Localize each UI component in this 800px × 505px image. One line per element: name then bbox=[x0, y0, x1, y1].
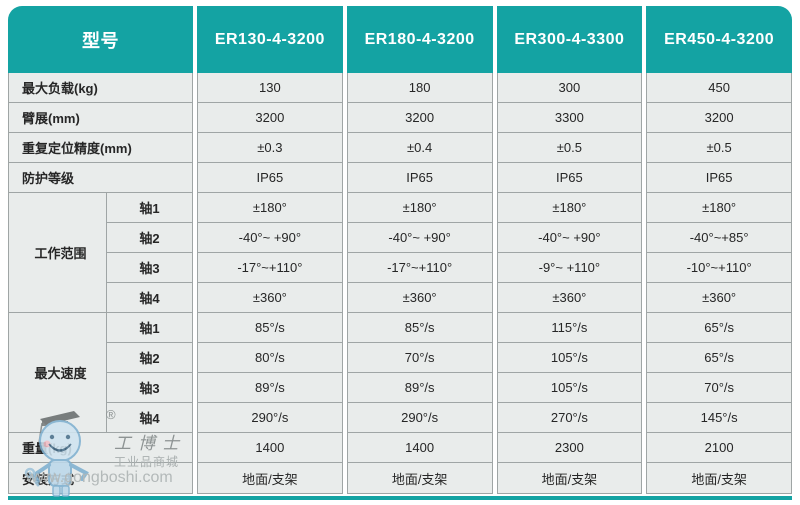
table-cell: 1400 bbox=[347, 433, 492, 463]
table-cell: -10°~+110° bbox=[647, 253, 791, 283]
table-cell: 145°/s bbox=[647, 403, 791, 433]
table-cell: ±180° bbox=[497, 193, 642, 223]
column-header: ER300-4-3300 bbox=[496, 6, 643, 73]
table-cell: ±0.5 bbox=[647, 133, 791, 163]
table-cell: 290°/s bbox=[198, 403, 342, 433]
label-column-body: 最大负载(kg) 臂展(mm) 重复定位精度(mm) 防护等级 工作范围 轴1 … bbox=[8, 73, 193, 494]
table-cell: -40°~ +90° bbox=[198, 223, 342, 253]
axis-label: 轴1 bbox=[106, 193, 192, 223]
table-cell: -9°~ +110° bbox=[497, 253, 642, 283]
spec-table: 型号 最大负载(kg) 臂展(mm) 重复定位精度(mm) 防护等级 工作范围 … bbox=[8, 6, 792, 494]
table-cell: IP65 bbox=[347, 163, 492, 193]
table-cell: 130 bbox=[198, 73, 342, 103]
axis-label: 轴1 bbox=[106, 313, 192, 343]
row-label-repeatability: 重复定位精度(mm) bbox=[9, 133, 192, 163]
column-body: 180 3200 ±0.4 IP65 ±180° -40°~ +90° -17°… bbox=[346, 73, 493, 494]
table-cell: 85°/s bbox=[347, 313, 492, 343]
table-cell: ±0.5 bbox=[497, 133, 642, 163]
column-er300-4-3300: ER300-4-3300 300 3300 ±0.5 IP65 ±180° -4… bbox=[496, 6, 643, 494]
column-header: ER130-4-3200 bbox=[197, 6, 343, 73]
table-cell: IP65 bbox=[497, 163, 642, 193]
bottom-accent-bar bbox=[8, 496, 792, 500]
axis-label: 轴3 bbox=[106, 253, 192, 283]
table-cell: 89°/s bbox=[198, 373, 342, 403]
table-cell: 290°/s bbox=[347, 403, 492, 433]
table-cell: 3300 bbox=[497, 103, 642, 133]
row-label-payload: 最大负载(kg) bbox=[9, 73, 192, 103]
table-cell: 270°/s bbox=[497, 403, 642, 433]
table-cell: -17°~+110° bbox=[198, 253, 342, 283]
table-cell: 180 bbox=[347, 73, 492, 103]
table-cell: ±180° bbox=[198, 193, 342, 223]
row-label-mounting: 安装方式 bbox=[22, 471, 75, 487]
axis-label: 轴2 bbox=[106, 223, 192, 253]
table-cell: ±0.3 bbox=[198, 133, 342, 163]
table-cell: -17°~+110° bbox=[347, 253, 492, 283]
table-cell: 地面/支架 bbox=[541, 471, 598, 487]
column-body: 130 3200 ±0.3 IP65 ±180° -40°~ +90° -17°… bbox=[197, 73, 343, 494]
table-cell: 3200 bbox=[347, 103, 492, 133]
column-er180-4-3200: ER180-4-3200 180 3200 ±0.4 IP65 ±180° -4… bbox=[346, 6, 493, 494]
table-cell: 地面/支架 bbox=[391, 471, 448, 487]
table-cell: IP65 bbox=[198, 163, 342, 193]
table-cell: ±180° bbox=[647, 193, 791, 223]
column-er130-4-3200: ER130-4-3200 130 3200 ±0.3 IP65 ±180° -4… bbox=[197, 6, 343, 494]
model-header-cell: 型号 bbox=[8, 6, 193, 73]
table-cell: -40°~ +90° bbox=[347, 223, 492, 253]
table-cell: ±180° bbox=[347, 193, 492, 223]
table-cell: 地面/支架 bbox=[242, 471, 298, 487]
table-cell: 65°/s bbox=[647, 343, 791, 373]
axis-label: 轴2 bbox=[106, 343, 192, 373]
row-group-work-range: 工作范围 bbox=[9, 193, 106, 313]
table-cell: IP65 bbox=[647, 163, 791, 193]
table-cell: 3200 bbox=[647, 103, 791, 133]
column-er450-4-3200: ER450-4-3200 450 3200 ±0.5 IP65 ±180° -4… bbox=[646, 6, 792, 494]
axis-label: 轴4 bbox=[106, 403, 192, 433]
column-header: ER180-4-3200 bbox=[346, 6, 493, 73]
table-cell: 2100 bbox=[647, 433, 791, 463]
table-cell: 80°/s bbox=[198, 343, 342, 373]
table-cell: 70°/s bbox=[347, 343, 492, 373]
table-cell: 地面/支架 bbox=[691, 471, 747, 487]
column-body: 450 3200 ±0.5 IP65 ±180° -40°~+85° -10°~… bbox=[646, 73, 792, 494]
table-cell: ±360° bbox=[198, 283, 342, 313]
table-cell: 3200 bbox=[198, 103, 342, 133]
row-label-weight: 重量(kg) bbox=[9, 433, 192, 463]
table-cell: 70°/s bbox=[647, 373, 791, 403]
table-cell: ±0.4 bbox=[347, 133, 492, 163]
table-cell: 1400 bbox=[198, 433, 342, 463]
table-cell: 2300 bbox=[497, 433, 642, 463]
row-group-max-speed: 最大速度 bbox=[9, 313, 106, 433]
axis-label: 轴4 bbox=[106, 283, 192, 313]
table-cell: 300 bbox=[497, 73, 642, 103]
column-header: ER450-4-3200 bbox=[646, 6, 792, 73]
table-cell: 65°/s bbox=[647, 313, 791, 343]
table-cell: ±360° bbox=[647, 283, 791, 313]
label-column: 型号 最大负载(kg) 臂展(mm) 重复定位精度(mm) 防护等级 工作范围 … bbox=[8, 6, 193, 494]
row-label-reach: 臂展(mm) bbox=[9, 103, 192, 133]
table-cell: 115°/s bbox=[497, 313, 642, 343]
table-cell: 105°/s bbox=[497, 373, 642, 403]
table-cell: -40°~+85° bbox=[647, 223, 791, 253]
axis-label: 轴3 bbox=[106, 373, 192, 403]
table-cell: -40°~ +90° bbox=[497, 223, 642, 253]
table-cell: ±360° bbox=[497, 283, 642, 313]
table-cell: ±360° bbox=[347, 283, 492, 313]
table-cell: 85°/s bbox=[198, 313, 342, 343]
table-cell: 105°/s bbox=[497, 343, 642, 373]
row-label-protection: 防护等级 bbox=[9, 163, 192, 193]
column-body: 300 3300 ±0.5 IP65 ±180° -40°~ +90° -9°~… bbox=[496, 73, 643, 494]
table-cell: 450 bbox=[647, 73, 791, 103]
table-cell: 89°/s bbox=[347, 373, 492, 403]
